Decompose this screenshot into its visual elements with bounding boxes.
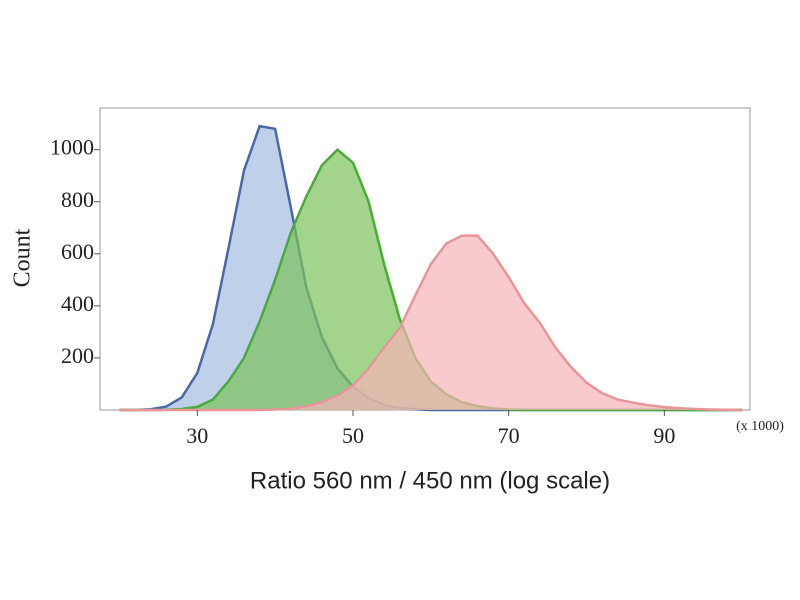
- area-outline: [119, 234, 743, 412]
- y-tick-label: 200: [61, 343, 94, 368]
- y-tick-label: 1000: [50, 135, 94, 160]
- x-tick-label: 70: [498, 423, 520, 448]
- x-tick-label: 90: [653, 423, 675, 448]
- x-tick-label: 50: [342, 423, 364, 448]
- x-tick-label: 30: [186, 423, 208, 448]
- y-tick-label: 800: [61, 187, 94, 212]
- x-axis-title: Ratio 560 nm / 450 nm (log scale): [250, 467, 610, 494]
- axes: 200 400 600 800 1000 30 50 70 90: [50, 135, 675, 448]
- y-axis-title: Count: [10, 228, 36, 287]
- x-unit-note: (x 1000): [736, 419, 784, 434]
- area-fill: [119, 149, 743, 410]
- y-tick-label: 600: [61, 239, 94, 264]
- areas: [119, 124, 743, 412]
- y-tick-label: 400: [61, 291, 94, 316]
- area-fill: [119, 235, 743, 410]
